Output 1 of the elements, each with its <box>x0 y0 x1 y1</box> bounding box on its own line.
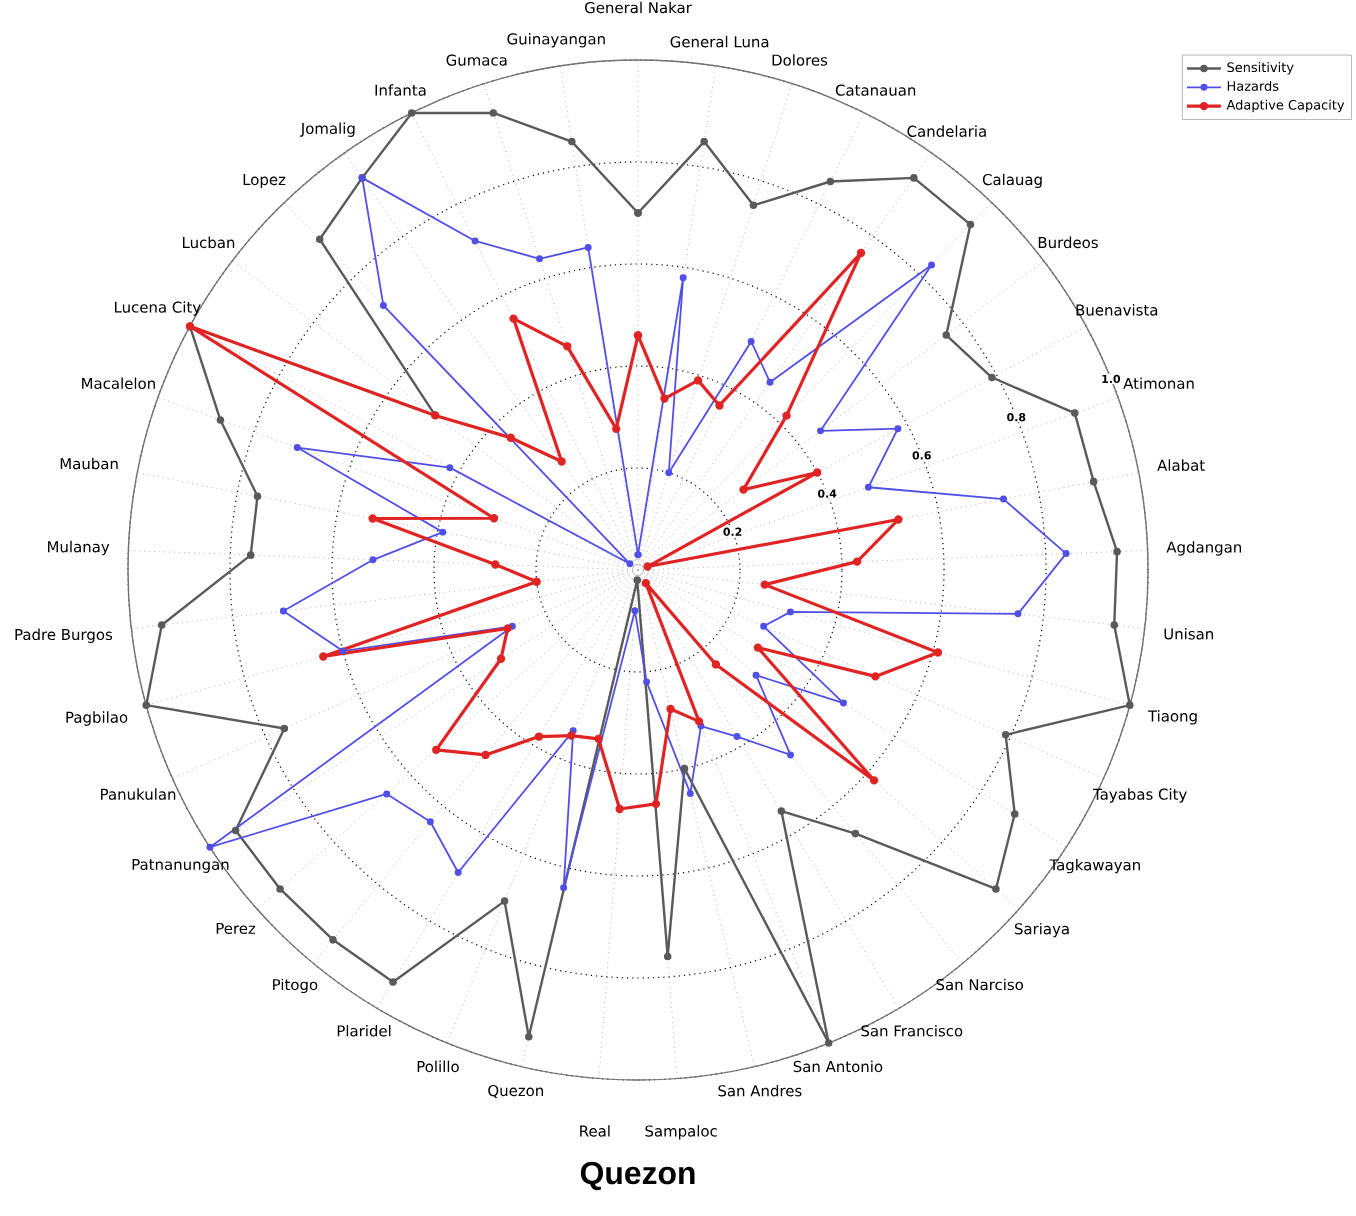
text: Quezon <box>580 1161 695 1191</box>
